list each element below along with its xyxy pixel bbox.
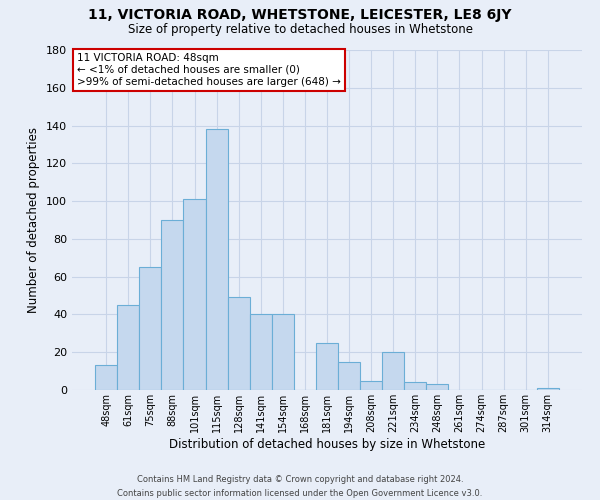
Bar — [272, 314, 294, 390]
Bar — [184, 199, 206, 390]
X-axis label: Distribution of detached houses by size in Whetstone: Distribution of detached houses by size … — [169, 438, 485, 450]
Y-axis label: Number of detached properties: Number of detached properties — [28, 127, 40, 313]
Bar — [139, 267, 161, 390]
Bar — [206, 130, 227, 390]
Bar — [161, 220, 184, 390]
Bar — [250, 314, 272, 390]
Bar — [427, 384, 448, 390]
Text: 11 VICTORIA ROAD: 48sqm
← <1% of detached houses are smaller (0)
>99% of semi-de: 11 VICTORIA ROAD: 48sqm ← <1% of detache… — [77, 54, 341, 86]
Text: 11, VICTORIA ROAD, WHETSTONE, LEICESTER, LE8 6JY: 11, VICTORIA ROAD, WHETSTONE, LEICESTER,… — [88, 8, 512, 22]
Bar — [117, 305, 139, 390]
Bar — [382, 352, 404, 390]
Text: Size of property relative to detached houses in Whetstone: Size of property relative to detached ho… — [128, 22, 473, 36]
Text: Contains HM Land Registry data © Crown copyright and database right 2024.
Contai: Contains HM Land Registry data © Crown c… — [118, 476, 482, 498]
Bar — [537, 388, 559, 390]
Bar — [338, 362, 360, 390]
Bar — [404, 382, 427, 390]
Bar — [360, 380, 382, 390]
Bar — [95, 366, 117, 390]
Bar — [227, 298, 250, 390]
Bar — [316, 343, 338, 390]
